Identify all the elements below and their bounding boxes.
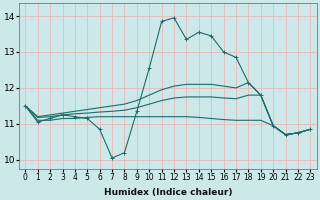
X-axis label: Humidex (Indice chaleur): Humidex (Indice chaleur) xyxy=(104,188,232,197)
